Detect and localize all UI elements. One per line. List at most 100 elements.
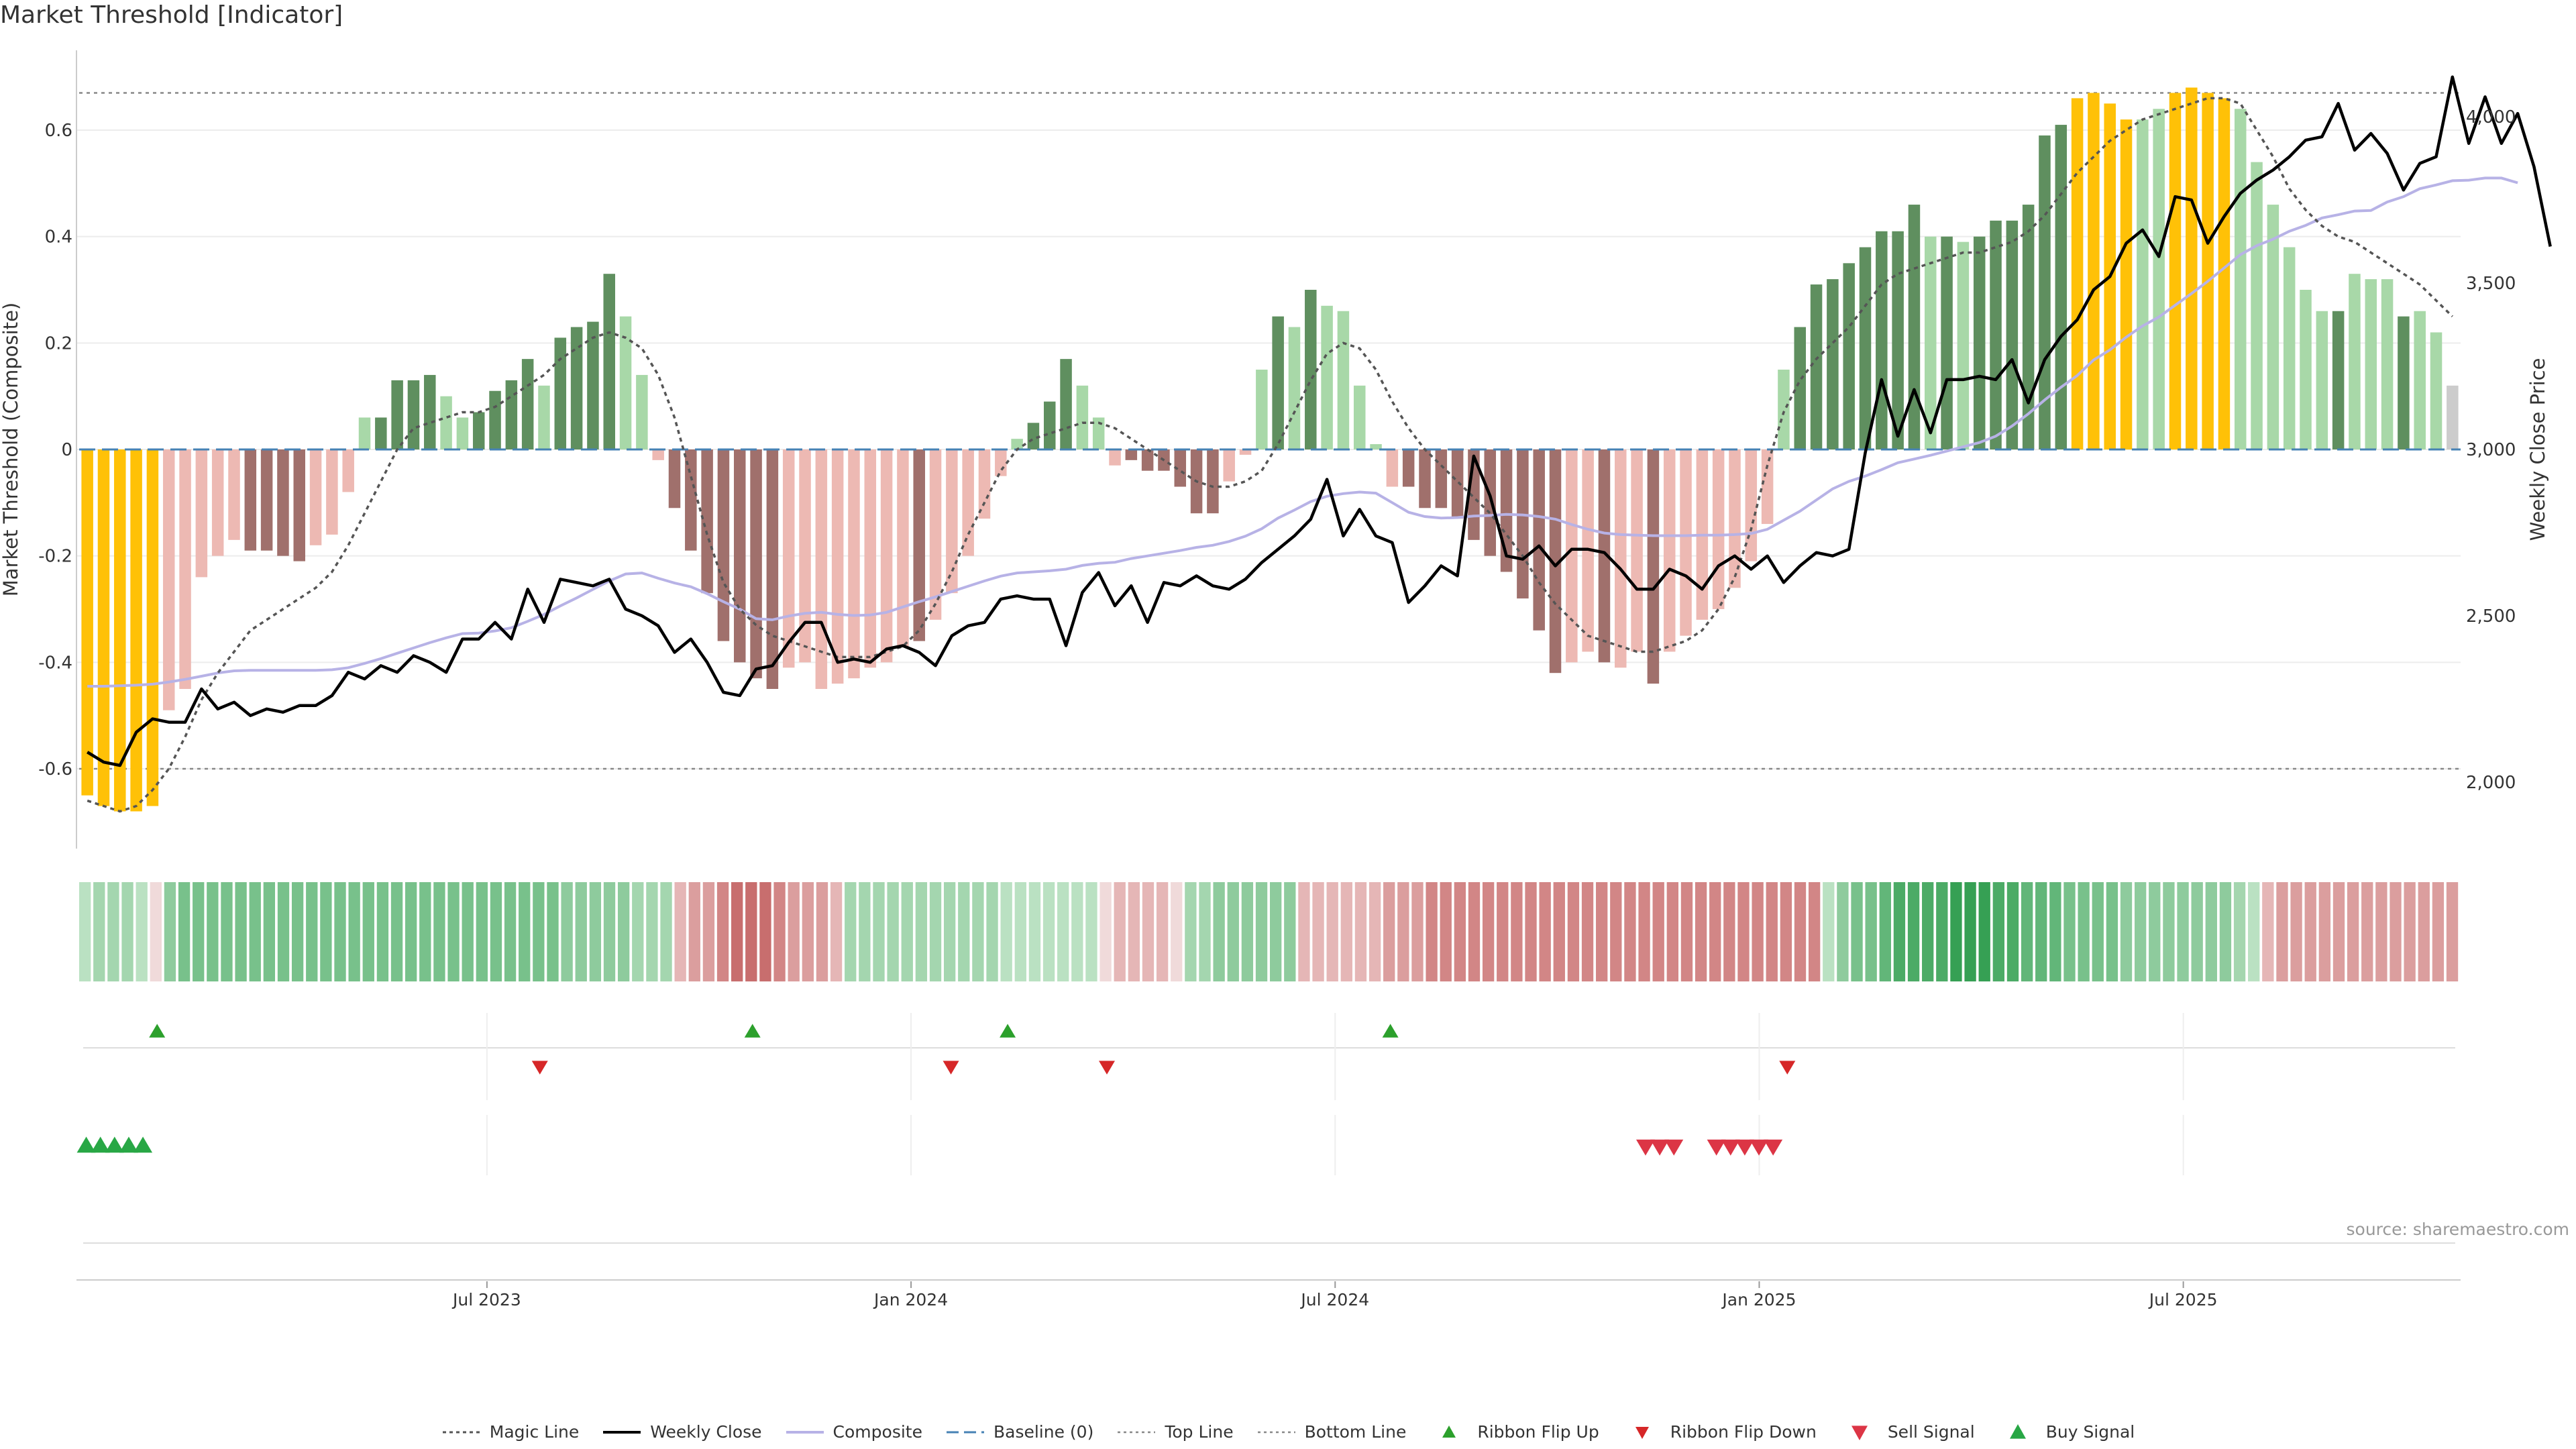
composite-bar bbox=[1305, 290, 1317, 449]
ribbon-cell bbox=[1482, 882, 1495, 981]
ribbon-cell bbox=[561, 882, 573, 981]
composite-bar bbox=[782, 449, 795, 668]
x-tick-label: Jul 2025 bbox=[2148, 1290, 2218, 1309]
composite-line bbox=[87, 176, 2518, 688]
composite-bar bbox=[2071, 98, 2084, 449]
ribbon-cell bbox=[1865, 882, 1877, 981]
ribbon-cell bbox=[249, 882, 261, 981]
composite-bar bbox=[1011, 439, 1023, 449]
triangle-up-green-large-icon bbox=[2009, 1424, 2026, 1439]
ribbon-cell bbox=[419, 882, 431, 981]
ribbon-cell bbox=[1142, 882, 1155, 981]
ribbon-cell bbox=[1241, 882, 1254, 981]
ribbon-flip-up-marker bbox=[744, 1024, 761, 1038]
ribbon-flip-up-marker bbox=[149, 1024, 166, 1038]
ribbon-cell bbox=[1596, 882, 1608, 981]
ribbon-cell bbox=[2134, 882, 2147, 981]
composite-bar bbox=[587, 321, 599, 449]
ribbon-cell bbox=[1497, 882, 1509, 981]
y-tick-left: 0 bbox=[61, 440, 72, 460]
ribbon-cell bbox=[1057, 882, 1069, 981]
ribbon-cell bbox=[2063, 882, 2076, 981]
ribbon-cell bbox=[589, 882, 602, 981]
ribbon-cell bbox=[2390, 882, 2402, 981]
y-tick-left: 0.6 bbox=[45, 121, 72, 141]
ribbon-cell bbox=[2290, 882, 2302, 981]
ribbon-cell bbox=[2035, 882, 2047, 981]
composite-bar bbox=[1533, 449, 1545, 631]
ribbon-cell bbox=[1227, 882, 1239, 981]
composite-bar bbox=[946, 449, 958, 594]
composite-bar bbox=[2137, 119, 2149, 449]
ribbon-cell bbox=[1340, 882, 1352, 981]
ribbon-cell bbox=[2021, 882, 2033, 981]
ribbon-cell bbox=[646, 882, 658, 981]
legend-item: Top Line bbox=[1116, 1422, 1234, 1442]
composite-bar bbox=[685, 449, 697, 551]
composite-bar bbox=[2153, 109, 2165, 449]
triangle-down-red-icon bbox=[1635, 1426, 1649, 1439]
ribbon-cell bbox=[1936, 882, 1948, 981]
ribbon-cell bbox=[533, 882, 545, 981]
composite-bar bbox=[2381, 279, 2394, 449]
composite-bar bbox=[1402, 449, 1415, 487]
composite-bar bbox=[668, 449, 681, 508]
ribbon-cell bbox=[632, 882, 644, 981]
composite-bar bbox=[179, 449, 191, 689]
composite-bar bbox=[1272, 316, 1284, 449]
composite-bar bbox=[603, 274, 615, 449]
ribbon-cell bbox=[476, 882, 488, 981]
ribbon-cell bbox=[1156, 882, 1169, 981]
ribbon-cell bbox=[2233, 882, 2246, 981]
ribbon-cell bbox=[362, 882, 374, 981]
ribbon-cell bbox=[121, 882, 133, 981]
composite-bar bbox=[2006, 220, 2019, 449]
ribbon-cell bbox=[674, 882, 686, 981]
magic-line bbox=[87, 97, 2454, 813]
composite-bar bbox=[375, 417, 387, 449]
ribbon-cell bbox=[943, 882, 956, 981]
ribbon-cell bbox=[1922, 882, 1934, 981]
ribbon-cell bbox=[107, 882, 119, 981]
ribbon-cell bbox=[1780, 882, 1792, 981]
ribbon-cell bbox=[2078, 882, 2090, 981]
y-tick-left: -0.2 bbox=[38, 547, 72, 567]
composite-bar bbox=[1517, 449, 1529, 599]
composite-bar bbox=[1941, 236, 1953, 449]
composite-bar bbox=[1223, 449, 1235, 482]
composite-bar bbox=[1060, 359, 1072, 449]
composite-bar bbox=[2283, 247, 2296, 449]
ribbon-cell bbox=[2304, 882, 2316, 981]
ribbon-cell bbox=[816, 882, 828, 981]
composite-bar bbox=[277, 449, 289, 556]
legend-label: Sell Signal bbox=[1887, 1422, 1975, 1442]
composite-bar bbox=[2169, 93, 2182, 449]
ribbon-cell bbox=[1581, 882, 1594, 981]
composite-bar bbox=[2447, 385, 2459, 449]
ribbon-cell bbox=[2361, 882, 2373, 981]
sell-signal-marker bbox=[1650, 1139, 1670, 1156]
ribbon-cell bbox=[788, 882, 800, 981]
ribbon-cell bbox=[1511, 882, 1523, 981]
ribbon-cell bbox=[1950, 882, 1962, 981]
composite-bar bbox=[1990, 220, 2002, 449]
composite-bar bbox=[1598, 449, 1611, 663]
ribbon-cell bbox=[2219, 882, 2232, 981]
y-tick-right: 3,000 bbox=[2466, 440, 2516, 460]
composite-bar bbox=[717, 449, 730, 641]
ribbon-cell bbox=[901, 882, 913, 981]
ribbon-cell bbox=[2049, 882, 2061, 981]
legend-label: Baseline (0) bbox=[993, 1422, 1094, 1442]
composite-bar bbox=[2332, 311, 2345, 449]
composite-bar bbox=[1239, 449, 1252, 455]
composite-bar bbox=[1027, 423, 1040, 449]
ribbon-cell bbox=[433, 882, 445, 981]
ribbon-cell bbox=[1851, 882, 1863, 981]
composite-bar bbox=[472, 412, 485, 449]
ribbon-strip bbox=[79, 882, 2459, 981]
ribbon-cell bbox=[1270, 882, 1282, 981]
composite-bar bbox=[1973, 236, 1986, 449]
ribbon-cell bbox=[1893, 882, 1906, 981]
composite-bar bbox=[913, 449, 925, 641]
ribbon-cell bbox=[859, 882, 871, 981]
